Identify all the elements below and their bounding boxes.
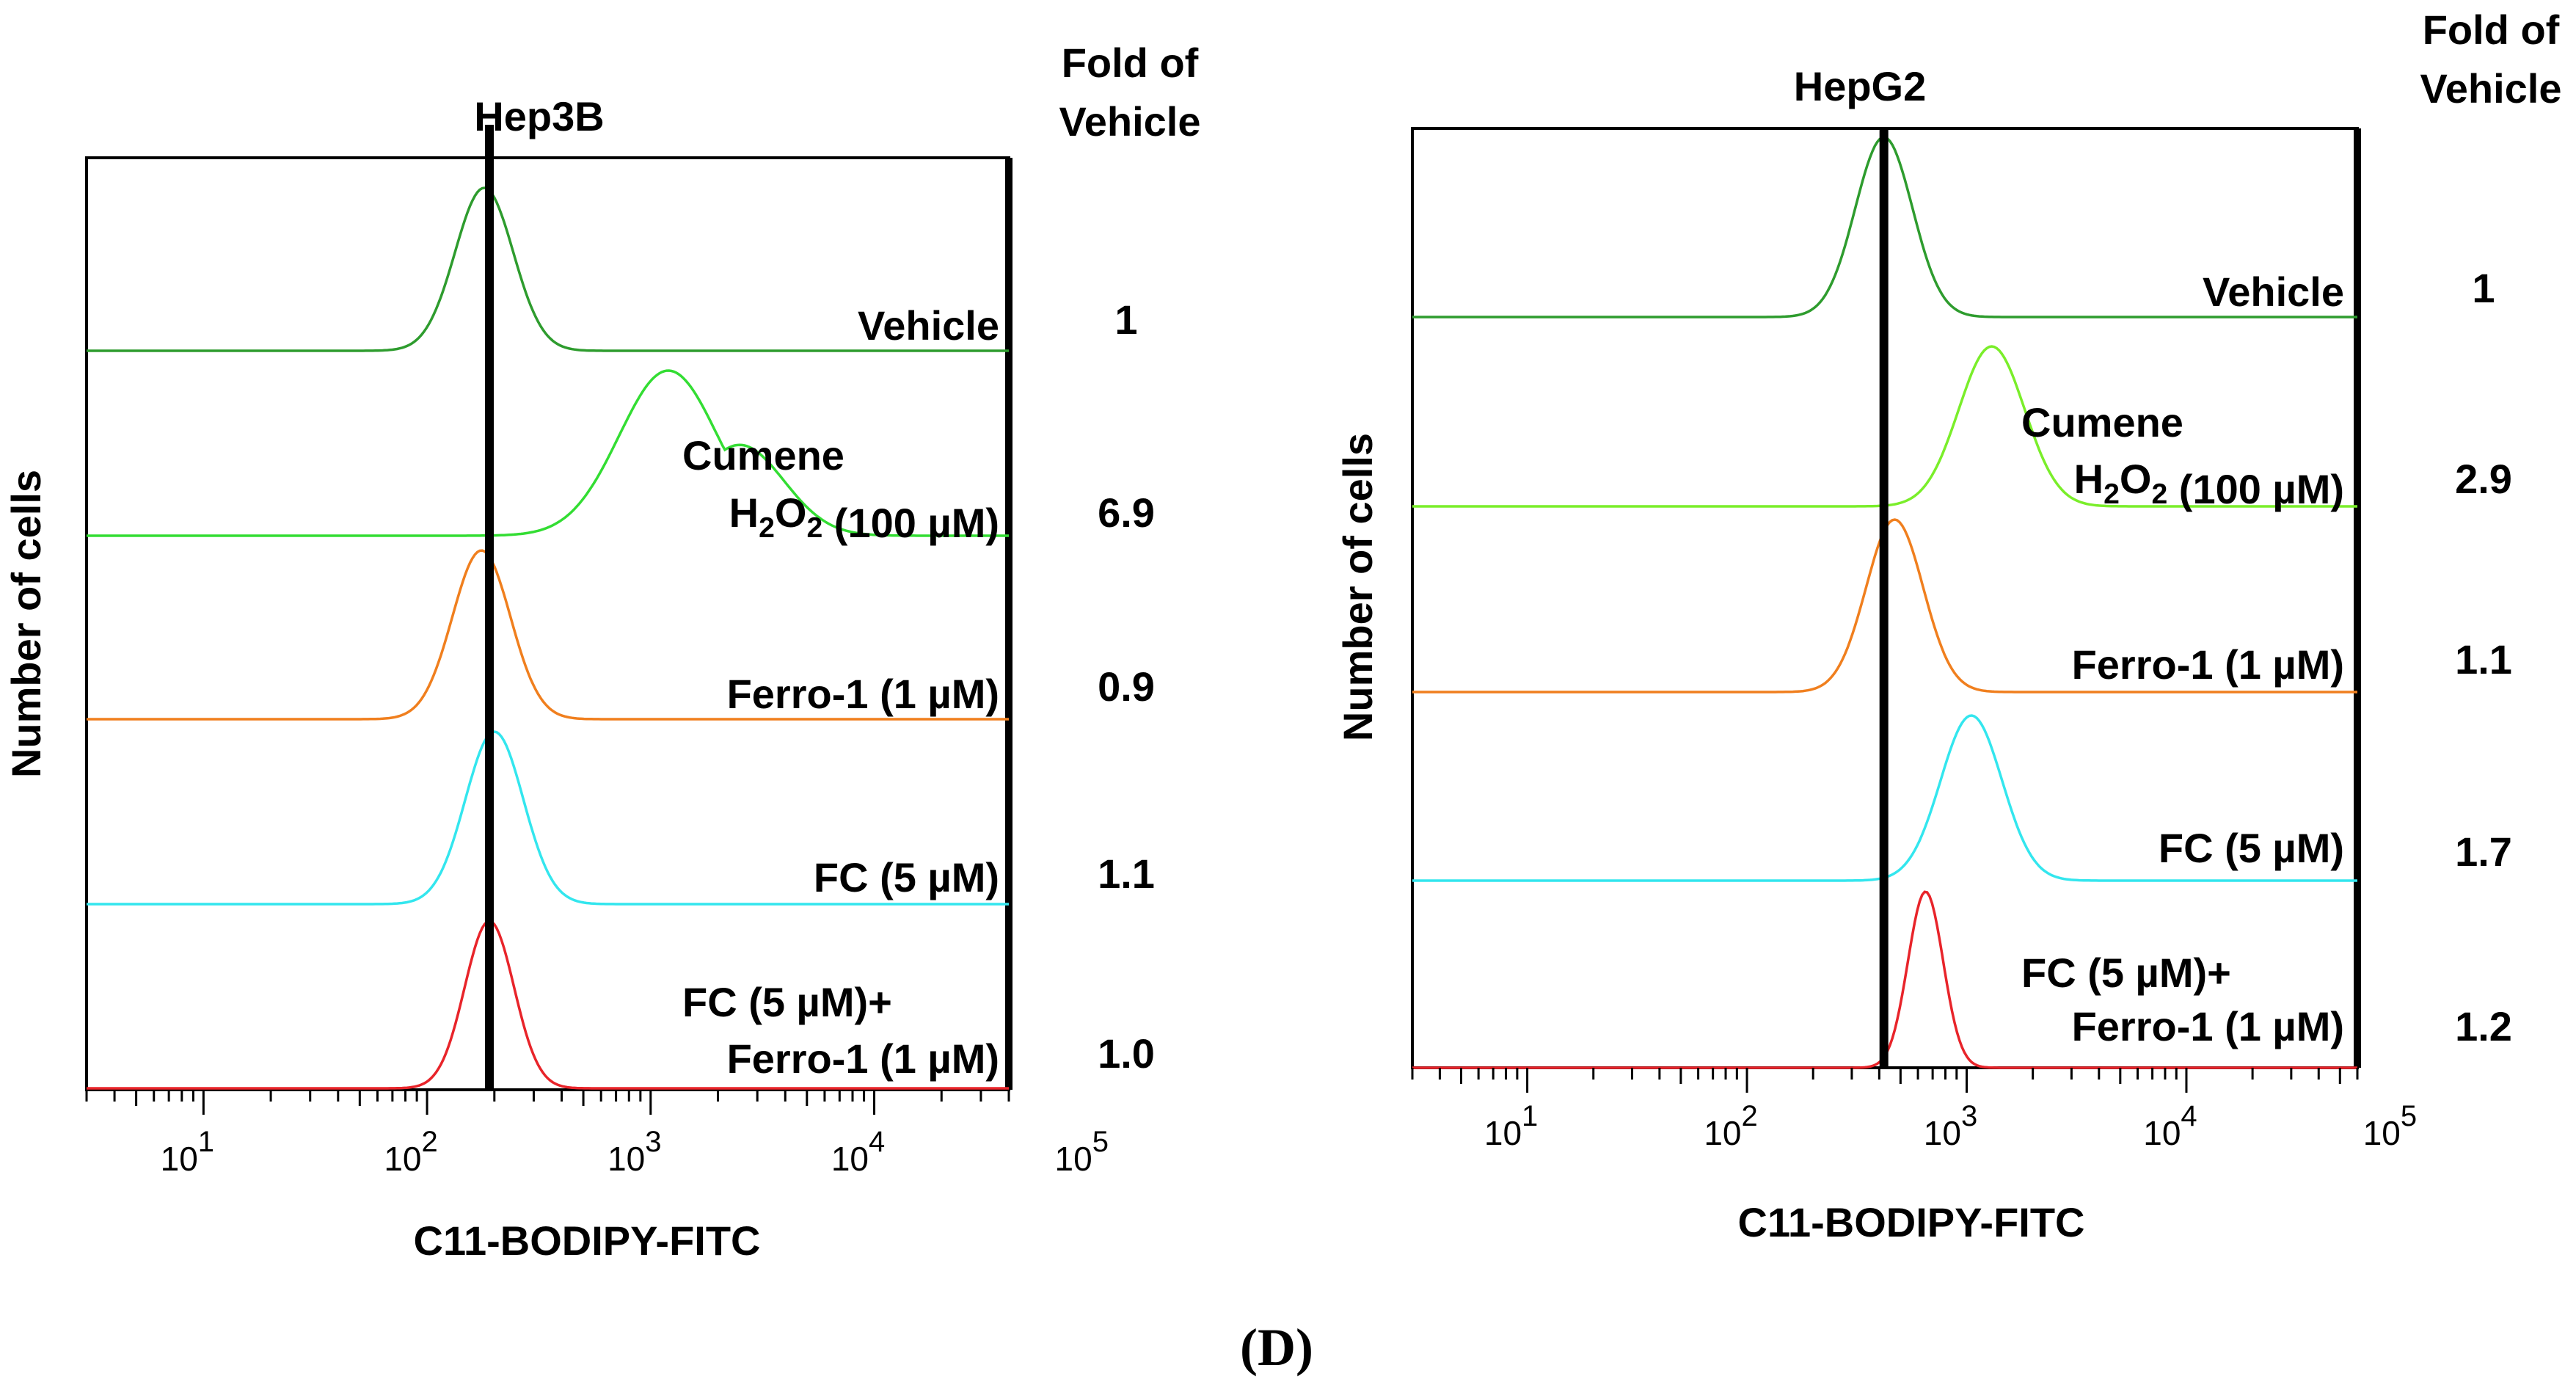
y-axis-label: Number of cells (3, 470, 49, 778)
x-axis-label: C11-BODIPY-FITC (414, 1217, 761, 1264)
x-tick-label: 105 (1055, 1126, 1109, 1178)
series-label: Ferro-1 (1 µM) (727, 1035, 999, 1082)
series-label: Cumene (682, 432, 844, 478)
series-label: FC (5 µM)+ (682, 979, 892, 1025)
y-axis-label: Number of cells (1335, 433, 1381, 741)
x-tick-label: 103 (607, 1126, 661, 1178)
series-label: Ferro-1 (1 µM) (2072, 641, 2344, 688)
fold-value: 1.0 (1098, 1030, 1155, 1077)
histogram-vehicle (87, 186, 1009, 352)
plot-frame (85, 156, 1010, 1091)
x-tick-label: 102 (384, 1126, 437, 1178)
fold-value: 6.9 (1098, 489, 1155, 536)
fold-value: 1.1 (1098, 851, 1155, 897)
series-label: Cumene (2021, 399, 2183, 445)
series-label: FC (5 µM)+ (2021, 950, 2231, 996)
series-label: FC (5 µM) (2159, 825, 2344, 871)
fold-value: 1 (2472, 265, 2495, 311)
fold-header: Fold of (2423, 7, 2560, 53)
series-label: Ferro-1 (1 µM) (2072, 1003, 2344, 1049)
fold-value: 0.9 (1098, 663, 1155, 710)
series-label: Vehicle (2203, 269, 2344, 315)
x-tick-label: 101 (1484, 1100, 1538, 1152)
fold-value: 1.1 (2455, 636, 2512, 682)
x-tick-label: 104 (2143, 1100, 2197, 1152)
series-label: H2O2 (100 µM) (2074, 456, 2344, 512)
series-label: FC (5 µM) (814, 854, 999, 900)
series-label: Ferro-1 (1 µM) (727, 671, 999, 717)
chart-hep3b: Vehicle 1 Cumene H2O2 (100 µM) 6.9 Ferro-1 (1… (3, 40, 1201, 1264)
fold-value: 1.2 (2455, 1003, 2512, 1049)
series-label: H2O2 (100 µM) (729, 489, 999, 546)
x-tick-label: 101 (161, 1126, 214, 1178)
panel-title: Hep3B (474, 93, 604, 139)
chart-hepg2: Vehicle 1 Cumene H2O2 (100 µM) 2.9 Ferro-1 (1… (1335, 7, 2562, 1245)
x-tick-label: 103 (1924, 1100, 1977, 1152)
histogram-ferro-1-1-m- (87, 549, 1009, 721)
fold-header: Fold of (1062, 40, 1199, 86)
fold-header: Vehicle (2420, 65, 2561, 112)
series-label: Vehicle (858, 302, 999, 349)
histogram-cumene-h2o2-100-m- (87, 369, 1009, 537)
fold-value: 2.9 (2455, 456, 2512, 502)
panel-title: HepG2 (1794, 63, 1927, 109)
x-tick-label: 105 (2363, 1100, 2417, 1152)
x-axis-label: C11-BODIPY-FITC (1738, 1199, 2085, 1245)
histogram-fc-5-m- (87, 730, 1009, 906)
panel-label: (D) (1240, 1318, 1313, 1377)
fold-value: 1.7 (2455, 829, 2512, 875)
x-tick-label: 102 (1704, 1100, 1757, 1152)
histogram-fc-5-m-ferro-1-1-m- (87, 920, 1009, 1090)
fold-header: Vehicle (1059, 98, 1200, 145)
x-tick-label: 104 (831, 1126, 885, 1178)
fold-value: 1 (1114, 296, 1137, 343)
